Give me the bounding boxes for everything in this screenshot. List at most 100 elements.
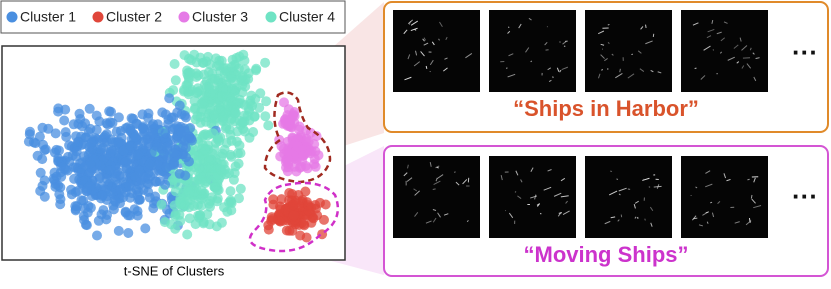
point (310, 154, 320, 164)
point (104, 106, 114, 116)
point (176, 200, 186, 210)
point (60, 105, 70, 115)
point (160, 217, 170, 227)
thumbnail (681, 156, 768, 238)
point (133, 150, 143, 160)
point (227, 198, 237, 208)
point (112, 127, 122, 137)
point (289, 210, 299, 220)
point (182, 230, 192, 240)
point (161, 128, 171, 138)
point (215, 132, 225, 142)
point (69, 162, 79, 172)
point (181, 113, 191, 123)
point (206, 88, 216, 98)
speckle (515, 192, 516, 193)
point (122, 164, 132, 174)
point (267, 214, 277, 224)
speckle (602, 69, 603, 70)
point (192, 88, 202, 98)
point (54, 146, 64, 156)
point (110, 195, 120, 205)
point (133, 195, 143, 205)
point (210, 74, 220, 84)
point (105, 117, 115, 127)
point (36, 168, 46, 178)
point (240, 64, 250, 74)
point (133, 211, 143, 221)
speckle (426, 66, 427, 69)
speckle (751, 195, 752, 199)
point (96, 144, 106, 154)
point (106, 147, 116, 157)
point (250, 94, 260, 104)
point (37, 154, 47, 164)
legend-label: Cluster 2 (106, 9, 162, 25)
speckle (547, 26, 548, 27)
point (193, 211, 203, 221)
point (189, 201, 199, 211)
point (299, 220, 309, 230)
point (168, 113, 178, 123)
point (243, 111, 253, 121)
legend-label: Cluster 1 (20, 9, 76, 25)
speckle (646, 25, 647, 28)
point (85, 124, 95, 134)
point (204, 156, 214, 166)
point (140, 223, 150, 233)
point (195, 53, 205, 63)
point (303, 163, 313, 173)
point (179, 87, 189, 97)
point (123, 228, 133, 238)
point (230, 109, 240, 119)
point (24, 137, 34, 147)
speckle (649, 187, 650, 188)
speckle (747, 179, 749, 180)
point (171, 75, 181, 85)
point (217, 218, 227, 228)
point (184, 157, 194, 167)
point (288, 200, 298, 210)
point (50, 168, 60, 178)
caption: t-SNE of Clusters (124, 263, 225, 278)
point (25, 127, 35, 137)
point (178, 142, 188, 152)
point (85, 104, 95, 114)
point (143, 179, 153, 189)
point (185, 68, 195, 78)
speckle (507, 68, 508, 69)
point (184, 77, 194, 87)
point (233, 148, 243, 158)
point (86, 139, 96, 149)
point (73, 119, 83, 129)
point (261, 96, 271, 106)
point (236, 184, 246, 194)
point (200, 145, 210, 155)
point (124, 180, 134, 190)
point (283, 157, 293, 167)
speckle (454, 172, 455, 173)
point (35, 132, 45, 142)
point (287, 226, 297, 236)
point (160, 180, 170, 190)
legend-marker (266, 12, 277, 23)
point (177, 127, 187, 137)
legend-label: Cluster 3 (192, 9, 248, 25)
point (171, 186, 181, 196)
point (304, 206, 314, 216)
point (102, 129, 112, 139)
point (85, 181, 95, 191)
point (92, 231, 102, 241)
point (157, 200, 167, 210)
point (243, 74, 253, 84)
point (138, 123, 148, 133)
point (221, 124, 231, 134)
point (284, 104, 294, 114)
point (216, 152, 226, 162)
point (197, 186, 207, 196)
point (105, 165, 115, 175)
point (260, 58, 270, 68)
point (205, 202, 215, 212)
point (95, 161, 105, 171)
ellipsis: ··· (792, 181, 818, 211)
